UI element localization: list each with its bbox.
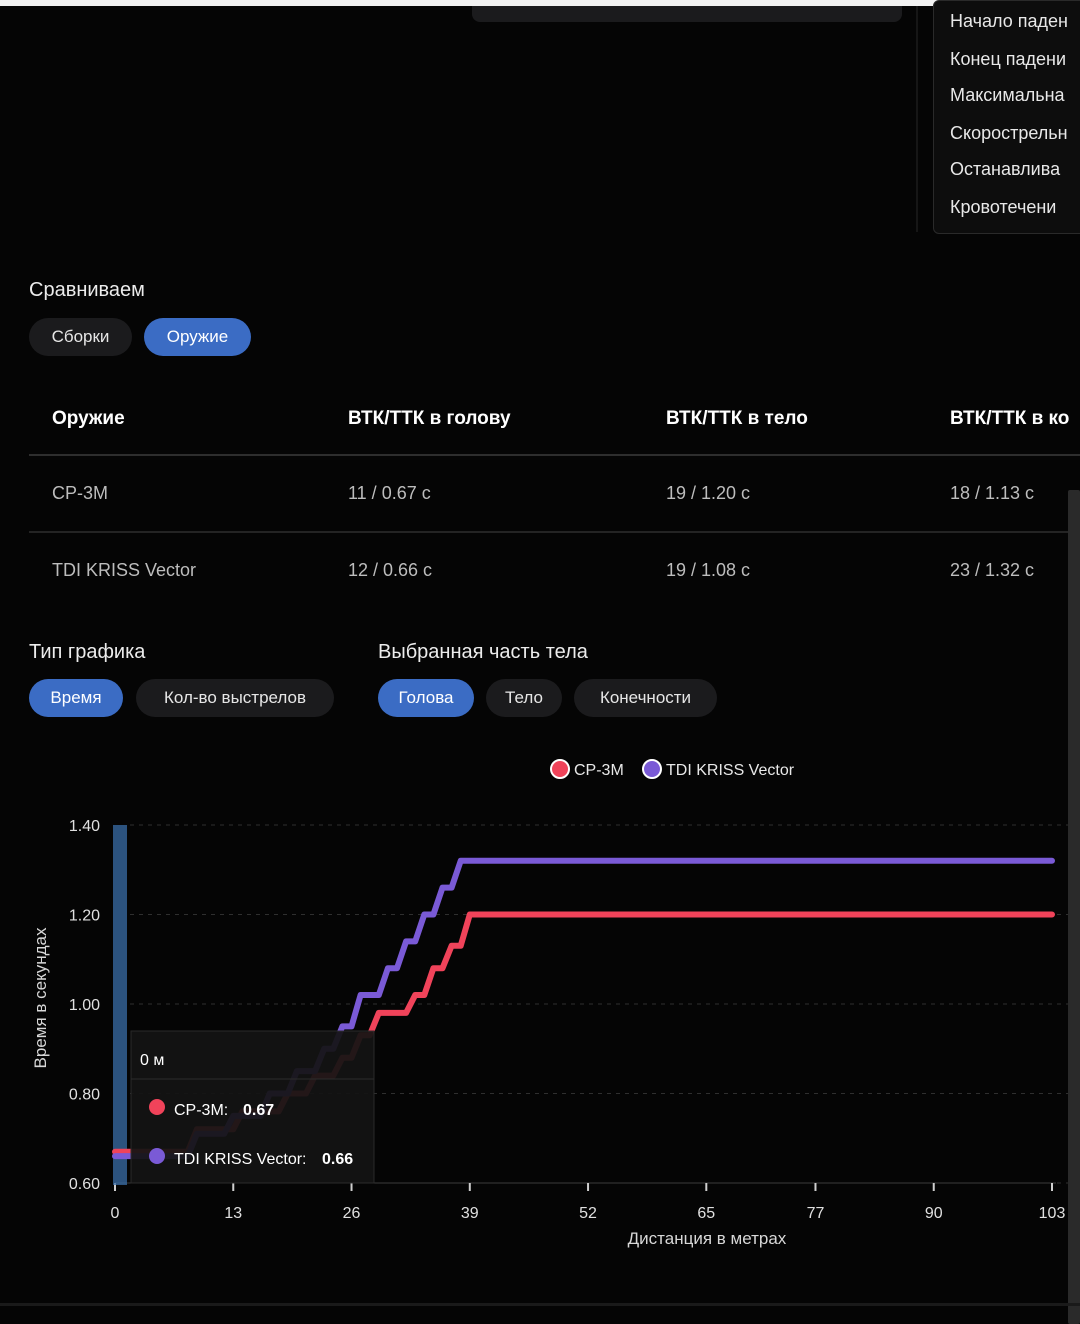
legend-dot-sr3m: [550, 759, 570, 779]
bottom-divider: [0, 1303, 1080, 1306]
page-scrollbar[interactable]: [1068, 490, 1080, 1324]
table-cell: TDI KRISS Vector: [52, 560, 197, 580]
top-edge: [0, 0, 1080, 6]
table-cell: 23 / 1.32 с: [950, 560, 1035, 580]
x-tick-label: 0: [111, 1205, 120, 1222]
stat-dropdown-menu[interactable]: Начало паден Конец падени Максимальна Ск…: [933, 0, 1080, 234]
x-tick-label: 39: [461, 1205, 479, 1222]
dropdown-option[interactable]: Максимальна: [950, 85, 1065, 105]
chip-limbs[interactable]: Конечности: [574, 679, 717, 717]
legend-dot-kriss: [642, 759, 662, 779]
chart-tooltip: 0 м СР-3М: 0.67 TDI KRISS Vector: 0.66: [130, 1030, 375, 1184]
table-cell: СР-3М: [52, 483, 109, 503]
table-cell: 19 / 1.08 с: [666, 560, 751, 580]
dropdown-option[interactable]: Конец падени: [950, 49, 1067, 69]
y-tick-label: 1.20: [69, 908, 100, 925]
y-tick-label: 0.60: [69, 1176, 100, 1193]
tooltip-box: [130, 1030, 375, 1184]
chip-body[interactable]: Тело: [486, 679, 562, 717]
chip-time[interactable]: Время: [29, 679, 123, 717]
tooltip-value-sr3m: 0.67: [243, 1102, 274, 1119]
x-tick-label: 90: [925, 1205, 943, 1222]
table-header-limbs: ВТК/ТТК в ко: [950, 408, 1070, 429]
tooltip-value-kriss: 0.66: [322, 1151, 353, 1168]
dropdown-option[interactable]: Начало паден: [950, 11, 1068, 31]
tooltip-dot-sr3m: [149, 1099, 165, 1115]
tooltip-name-sr3m: СР-3М:: [174, 1102, 228, 1119]
chip-shots[interactable]: Кол-во выстрелов: [136, 679, 334, 717]
panel-stub: [472, 6, 902, 22]
y-tick-label: 1.00: [69, 997, 100, 1014]
x-tick-label: 65: [697, 1205, 715, 1222]
hover-cursor-bar: [113, 825, 127, 1185]
table-divider: [29, 454, 1080, 456]
x-tick-label: 103: [1039, 1205, 1066, 1222]
table-divider: [29, 531, 1080, 533]
tooltip-title: 0 м: [140, 1052, 164, 1069]
dropdown-option[interactable]: Кровотечени: [950, 197, 1057, 217]
y-axis-label: Время в секундах: [31, 927, 50, 1068]
table-header-body: ВТК/ТТК в тело: [666, 408, 808, 429]
chart-legend[interactable]: СР-3М TDI KRISS Vector: [550, 759, 795, 779]
table-header-head: ВТК/ТТК в голову: [348, 408, 511, 429]
chip-weapons[interactable]: Оружие: [144, 318, 251, 356]
dropdown-option[interactable]: Скорострельн: [950, 123, 1068, 143]
table-cell: 18 / 1.13 с: [950, 483, 1035, 503]
tooltip-name-kriss: TDI KRISS Vector:: [174, 1151, 306, 1168]
x-tick-label: 26: [343, 1205, 361, 1222]
chip-builds[interactable]: Сборки: [29, 318, 132, 356]
x-tick-label: 77: [807, 1205, 825, 1222]
table-cell: 11 / 0.67 с: [348, 483, 431, 503]
table-cell: 12 / 0.66 с: [348, 560, 433, 580]
x-tick-label: 13: [224, 1205, 242, 1222]
legend-label-sr3m: СР-3М: [574, 762, 624, 779]
divider: [916, 6, 918, 232]
ttk-chart[interactable]: СР-3М TDI KRISS Vector 1.40 1.20 1.00 0.80 0…: [0, 748, 1080, 1308]
y-tick-label: 1.40: [69, 818, 100, 835]
y-tick-label: 0.80: [69, 1087, 100, 1104]
dropdown-option[interactable]: Останавлива: [950, 159, 1061, 179]
chip-head[interactable]: Голова: [378, 679, 474, 717]
body-part-title: Выбранная часть тела: [378, 641, 588, 663]
legend-label-kriss: TDI KRISS Vector: [666, 762, 795, 779]
tooltip-dot-kriss: [149, 1148, 165, 1164]
x-axis-label: Дистанция в метрах: [628, 1229, 787, 1248]
table-cell: 19 / 1.20 с: [666, 483, 751, 503]
x-tick-label: 52: [579, 1205, 597, 1222]
table-header-weapon: Оружие: [52, 408, 125, 429]
compare-title: Сравниваем: [29, 279, 145, 301]
chart-type-title: Тип графика: [29, 641, 146, 663]
